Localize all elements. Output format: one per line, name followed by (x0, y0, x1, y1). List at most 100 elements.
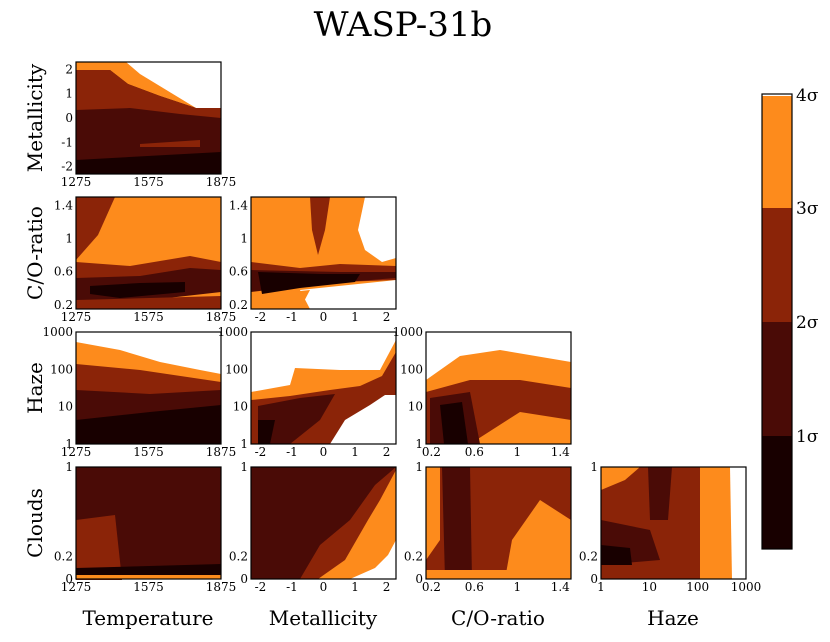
x-tick-label: 1 (351, 580, 359, 594)
x-tick-label: 1875 (206, 580, 237, 594)
y-tick-label: 10 (58, 400, 73, 414)
y-tick-label: 1 (65, 437, 73, 451)
panel-metallicity-co (250, 196, 397, 310)
y-tick-label: 0.6 (229, 265, 248, 279)
colorbar-label-2sigma: 2σ (796, 313, 819, 333)
colorbar-label-1sigma: 1σ (796, 427, 819, 447)
colorbar-segment-3-4sigma (762, 96, 792, 208)
x-tick-label: 1875 (206, 445, 237, 459)
colorbar-segment-1-2sigma (762, 322, 792, 436)
y-tick-label: 0 (65, 572, 73, 586)
x-label-temperature: Temperature (82, 606, 213, 630)
y-tick-label: 1 (240, 231, 248, 245)
x-label-haze: Haze (647, 606, 699, 630)
y-tick-label: 1 (590, 460, 598, 474)
x-tick-label: 1575 (133, 310, 164, 324)
x-tick-label: 1.4 (551, 580, 570, 594)
x-tick-label: 1275 (61, 175, 92, 189)
x-tick-label: 100 (686, 580, 709, 594)
y-tick-label: 1 (65, 87, 73, 101)
x-tick-label: -2 (255, 445, 267, 459)
x-tick-label: 1000 (731, 580, 762, 594)
x-tick-label: -2 (255, 580, 267, 594)
y-tick-label: 0.2 (229, 298, 248, 312)
x-tick-label: 0.6 (465, 580, 484, 594)
x-tick-label: 0.2 (422, 445, 441, 459)
x-tick-label: 1575 (133, 445, 164, 459)
x-tick-label: 1 (513, 445, 521, 459)
x-tick-label: 1 (513, 580, 521, 594)
chart-title: WASP-31b (314, 5, 493, 45)
y-tick-label: 1 (240, 460, 248, 474)
x-tick-label: 0 (320, 580, 328, 594)
x-tick-label: 1575 (133, 175, 164, 189)
x-label-co-ratio: C/O-ratio (451, 606, 545, 630)
y-tick-label: 0.2 (404, 550, 423, 564)
y-tick-label: 0.2 (579, 550, 598, 564)
x-tick-label: 1275 (61, 580, 92, 594)
y-tick-label: 1 (415, 460, 423, 474)
y-tick-label: 1 (65, 460, 73, 474)
y-tick-label: -2 (61, 160, 73, 174)
y-tick-label: 0 (415, 572, 423, 586)
panel-co-haze (425, 331, 572, 445)
y-tick-label: 100 (50, 362, 73, 376)
y-tick-label: 1.4 (229, 198, 248, 212)
panel-temperature-co (75, 196, 222, 310)
x-tick-label: 1275 (61, 445, 92, 459)
panel-temperature-metallicity (75, 61, 222, 175)
y-label-clouds: Clouds (23, 488, 47, 558)
x-tick-label: 1 (351, 310, 359, 324)
y-tick-label: 100 (225, 362, 248, 376)
x-tick-label: 10 (642, 580, 657, 594)
colorbar: 4σ 3σ 2σ 1σ (761, 86, 819, 550)
x-tick-label: 1.4 (551, 445, 570, 459)
x-label-metallicity: Metallicity (269, 606, 378, 630)
x-tick-label: 2 (383, 580, 391, 594)
y-tick-label: -1 (61, 135, 73, 149)
x-tick-label: 1 (597, 580, 605, 594)
y-label-metallicity: Metallicity (23, 63, 47, 172)
panel-co-clouds (425, 466, 572, 580)
x-tick-label: 0 (320, 445, 328, 459)
colorbar-label-3sigma: 3σ (796, 199, 819, 219)
y-tick-label: 0.2 (54, 550, 73, 564)
y-tick-label: 2 (65, 62, 73, 76)
x-tick-label: 1875 (206, 310, 237, 324)
y-tick-label: 0 (590, 572, 598, 586)
x-tick-label: 1275 (61, 310, 92, 324)
y-tick-label: 1 (65, 231, 73, 245)
x-tick-label: 2 (383, 445, 391, 459)
y-label-haze: Haze (23, 362, 47, 414)
y-tick-label: 0.2 (229, 550, 248, 564)
y-label-co-ratio: C/O-ratio (23, 206, 47, 300)
colorbar-label-4sigma: 4σ (796, 86, 819, 106)
x-tick-label: 0.2 (422, 580, 441, 594)
y-tick-label: 1000 (42, 325, 73, 339)
x-tick-label: -1 (286, 580, 298, 594)
y-tick-label: 10 (408, 400, 423, 414)
y-tick-label: 100 (400, 362, 423, 376)
x-tick-label: 0.6 (465, 445, 484, 459)
y-tick-label: 0.2 (54, 298, 73, 312)
colorbar-segment-below-1sigma (762, 436, 792, 549)
tick-labels: 1275 1575 1875 1275 1575 1875 1275 1575 1875 1275… (42, 62, 761, 594)
panel-metallicity-clouds (250, 466, 397, 580)
colorbar-segment-2-3sigma (762, 208, 792, 322)
panel-temperature-haze (75, 331, 222, 445)
x-tick-label: 1 (351, 445, 359, 459)
y-tick-label: 1.4 (54, 198, 73, 212)
y-tick-label: 10 (233, 400, 248, 414)
panel-metallicity-haze (250, 331, 397, 445)
x-tick-label: 2 (383, 310, 391, 324)
x-tick-label: 1575 (133, 580, 164, 594)
panel-haze-clouds (600, 466, 747, 580)
y-tick-label: 1000 (392, 325, 423, 339)
x-tick-label: -1 (286, 445, 298, 459)
y-tick-label: 1 (240, 437, 248, 451)
colorbar-segment-above-4sigma (762, 94, 792, 96)
panel-temperature-clouds (75, 466, 222, 580)
y-tick-label: 0 (240, 572, 248, 586)
y-tick-label: 1000 (217, 325, 248, 339)
